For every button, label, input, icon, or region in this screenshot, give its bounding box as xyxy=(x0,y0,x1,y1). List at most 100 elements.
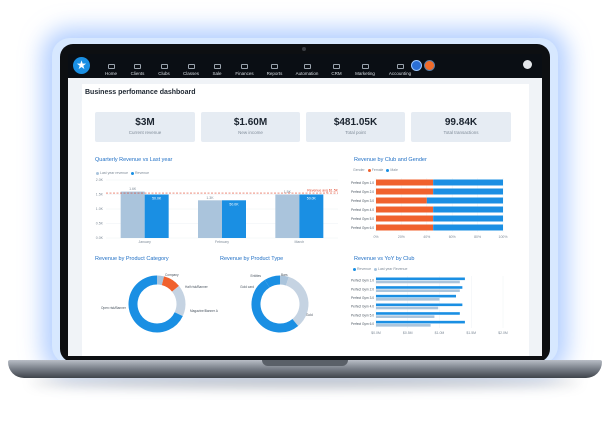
nav-label: Marketing xyxy=(355,71,375,76)
legend-label: Revenue xyxy=(357,267,372,271)
nav-label: Accounting xyxy=(388,71,412,76)
kpi-value: $481.05K xyxy=(333,117,378,128)
data-label: 1.3K xyxy=(206,196,214,200)
donut-label: Company xyxy=(165,273,179,277)
kpi-value: 99.84K xyxy=(444,117,478,128)
nav-item-accounting[interactable]: Accounting xyxy=(382,54,418,78)
y-tick-label: 2.0K xyxy=(96,178,104,182)
nav-item-automation[interactable]: Automation xyxy=(289,54,325,78)
bar-female xyxy=(376,224,434,231)
chart-title: Revenue by Product Type xyxy=(220,256,284,262)
kpi-label: Total point xyxy=(345,130,366,135)
y-tick-label: 0.0K xyxy=(96,236,104,240)
y-tick-label: 1.5K xyxy=(96,193,104,197)
bar-revenue xyxy=(222,200,246,238)
kpi-card-total-transactions: 99.84K Total transactions xyxy=(411,112,511,142)
donut-label: Open risk/Banner xyxy=(101,306,127,310)
clients-icon xyxy=(134,64,141,69)
laptop-notch xyxy=(262,360,348,366)
kpi-value: $3M xyxy=(135,117,155,128)
webcam xyxy=(302,47,306,51)
bar-last-year xyxy=(376,324,431,327)
bar-male xyxy=(433,215,503,222)
donut-slice xyxy=(128,275,183,333)
nav-item-home[interactable]: Home xyxy=(98,54,124,78)
sale-icon xyxy=(213,64,221,69)
quarterly-revenue-chart: 2.0K 1.5K 1.0K 0.5K 0.0K 1.6K 50.0K January 1.3K… xyxy=(96,178,339,244)
x-tick-label: March xyxy=(294,240,304,244)
y-tick-label: Perfect Gym 5.0 xyxy=(351,313,374,317)
club-yoy-chart: $0.0M $0.5M $1.0M $1.5M $2.0M Perfect Gym 1.0… xyxy=(351,276,508,335)
marketing-icon xyxy=(361,64,369,69)
club-gender-chart: 0% 20% 40% 60% 80% 100% Perfect Gym 1.0 Perfect… xyxy=(351,178,508,239)
donut-label: Half risk/Banner xyxy=(185,285,209,289)
x-tick-label: 100% xyxy=(499,235,508,239)
bar-last-year xyxy=(376,289,460,292)
y-tick-label: 0.5K xyxy=(96,222,104,226)
chart-legend: Revenue Last year Revenue xyxy=(350,267,407,271)
donut-slice xyxy=(161,276,179,292)
target-label: Revenue avg $1.5K xyxy=(307,189,338,193)
nav-item-clubs[interactable]: Clubs xyxy=(151,54,177,78)
user-avatar[interactable] xyxy=(523,60,532,69)
bar-revenue xyxy=(376,320,465,324)
legend-label: Last year revenue xyxy=(100,171,129,175)
kpi-label: Current revenue xyxy=(128,130,162,135)
bar-last-year xyxy=(275,194,300,238)
nav-item-clients[interactable]: Clients xyxy=(124,54,151,78)
bar-male xyxy=(433,206,503,213)
bar-male xyxy=(426,197,503,204)
home-icon xyxy=(107,64,115,69)
legend-label: Last year Revenue xyxy=(378,267,408,271)
nav-label: Home xyxy=(104,71,117,76)
legend-swatch xyxy=(131,171,135,175)
y-tick-label: Perfect Gym 1.0 xyxy=(351,279,374,283)
donut-slice xyxy=(251,279,299,333)
bar-revenue xyxy=(376,312,460,315)
page-title: Business perfomance dashboard xyxy=(85,89,196,96)
bar-female xyxy=(376,215,434,222)
y-tick-label: Perfect Gym 2.0 xyxy=(351,287,374,291)
laptop-screen: ★ Home Clients Clubs Classes Sale Financ… xyxy=(68,54,542,356)
data-label: 1.6K xyxy=(129,187,137,191)
x-tick-label: February xyxy=(215,240,229,244)
kpi-card-total-point: $481.05K Total point xyxy=(306,112,405,142)
data-label: 50.0K xyxy=(152,197,162,201)
nav-item-crm[interactable]: CRM xyxy=(325,54,348,78)
y-tick-label: Perfect Gym 5.0 xyxy=(351,217,374,221)
donut-label: Magazine/Banner A xyxy=(190,309,218,313)
nav-item-classes[interactable]: Classes xyxy=(177,54,205,78)
legend-title: Gender xyxy=(353,168,365,172)
x-tick-label: 20% xyxy=(398,235,405,239)
laptop-shadow xyxy=(30,377,580,387)
bar-male xyxy=(433,188,503,195)
bar-last-year xyxy=(376,298,440,301)
bar-last-year xyxy=(376,306,439,310)
nav-item-marketing[interactable]: Marketing xyxy=(348,54,382,78)
bar-revenue xyxy=(144,194,169,238)
reports-icon xyxy=(271,64,278,69)
y-tick-label: Perfect Gym 6.0 xyxy=(351,322,374,326)
accounting-icon xyxy=(396,64,404,69)
donut-slice xyxy=(264,275,281,288)
x-tick-label: 60% xyxy=(449,235,456,239)
nav-item-sale[interactable]: Sale xyxy=(205,54,229,78)
nav-item-finances[interactable]: Finances xyxy=(229,54,260,78)
x-tick-label: $2.0M xyxy=(498,331,508,335)
legend-swatch xyxy=(96,171,99,175)
chart-title: Revenue by Product Category xyxy=(95,256,169,262)
chart-title: Revenue by Club and Gender xyxy=(354,157,427,163)
y-tick-label: Perfect Gym 3.0 xyxy=(351,199,374,203)
app-logo[interactable]: ★ xyxy=(73,57,90,74)
kpi-card-new-income: $1.60M New income xyxy=(201,112,300,142)
chart-legend: Gender Female Male xyxy=(353,168,398,172)
laptop-base xyxy=(8,360,602,378)
data-label: 1.5K xyxy=(284,190,292,194)
legend-swatch xyxy=(367,168,371,172)
data-label: 50.0K xyxy=(307,197,317,201)
nav-item-reports[interactable]: Reports xyxy=(260,54,289,78)
notification-icon[interactable] xyxy=(424,60,435,71)
classes-icon xyxy=(187,64,195,69)
bar-revenue xyxy=(376,303,463,307)
settings-icon[interactable] xyxy=(411,60,422,71)
